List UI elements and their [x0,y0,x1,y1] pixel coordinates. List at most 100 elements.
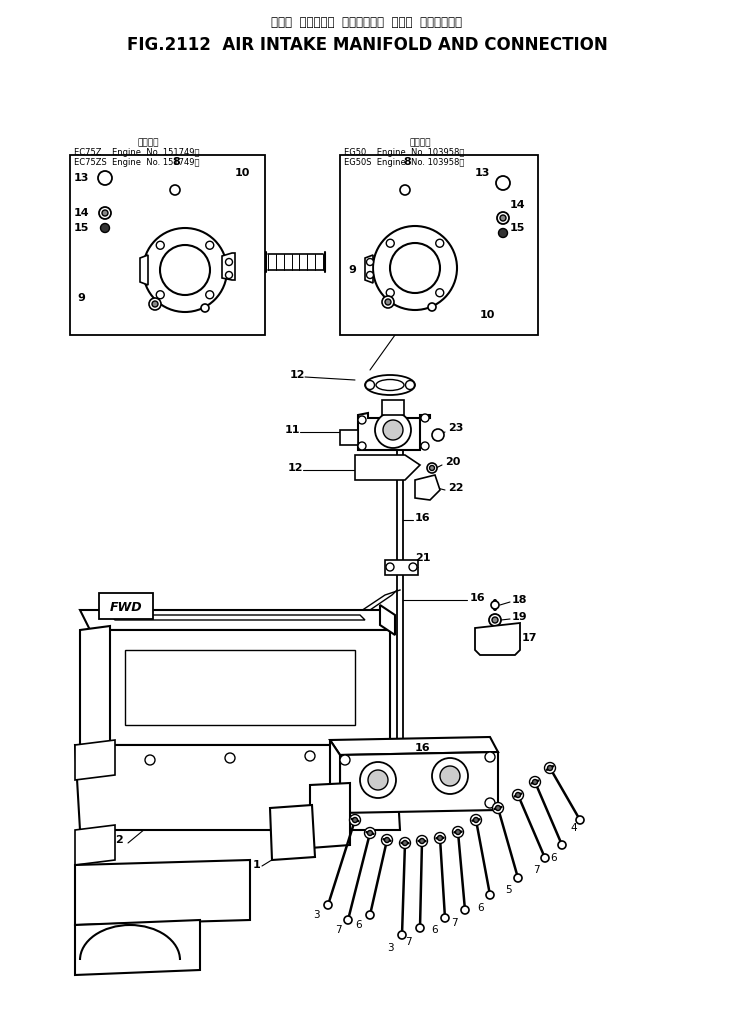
Circle shape [427,463,437,473]
Text: 11: 11 [285,425,301,435]
Polygon shape [358,413,430,450]
Circle shape [368,831,373,836]
Text: 1: 1 [253,860,261,870]
Polygon shape [310,783,350,848]
Polygon shape [380,605,395,635]
Circle shape [529,777,540,787]
Text: 5: 5 [505,885,512,895]
Circle shape [461,906,469,914]
Text: 6: 6 [431,925,437,935]
Circle shape [400,185,410,194]
Ellipse shape [365,375,415,395]
Text: EG50S  Engine  No. 103958～: EG50S Engine No. 103958～ [344,158,465,167]
Circle shape [398,931,406,939]
Circle shape [385,299,391,305]
Circle shape [576,816,584,824]
Circle shape [400,838,411,849]
Circle shape [429,466,434,470]
Text: EC75Z    Engine  No. 151749～: EC75Z Engine No. 151749～ [74,148,199,157]
Circle shape [387,239,394,247]
Circle shape [495,805,501,810]
Circle shape [157,291,164,299]
Circle shape [514,874,522,882]
Text: 14: 14 [510,200,526,210]
Circle shape [432,758,468,794]
Text: 8: 8 [403,157,411,167]
Circle shape [201,304,209,312]
Circle shape [226,271,232,279]
Polygon shape [75,741,115,780]
Bar [382,400,404,415]
Polygon shape [270,805,315,860]
Circle shape [226,258,232,265]
Polygon shape [222,253,235,280]
Circle shape [277,682,293,698]
Circle shape [386,563,394,571]
Text: 9: 9 [348,265,356,275]
Text: 10: 10 [480,310,495,320]
Circle shape [500,215,506,221]
Polygon shape [90,630,390,745]
Text: 22: 22 [448,483,464,493]
Circle shape [421,442,429,450]
Text: 4: 4 [570,823,577,833]
Text: 2: 2 [115,835,123,845]
Circle shape [365,828,376,839]
Text: 15: 15 [510,223,526,233]
Circle shape [387,289,394,297]
Polygon shape [340,430,358,445]
Circle shape [102,210,108,216]
Text: 適用号機: 適用号機 [409,138,431,147]
Bar [70,155,265,335]
Text: 23: 23 [448,423,463,433]
Circle shape [492,617,498,623]
Circle shape [344,916,352,924]
Text: 20: 20 [445,457,460,467]
Circle shape [470,814,481,826]
Circle shape [182,682,198,698]
Polygon shape [110,615,365,620]
Circle shape [406,381,415,390]
FancyBboxPatch shape [99,593,153,619]
Circle shape [390,243,440,293]
Circle shape [421,414,429,422]
Text: 12: 12 [290,370,306,380]
Circle shape [149,298,161,310]
Circle shape [265,670,305,710]
Circle shape [367,258,373,265]
Circle shape [365,381,375,390]
Bar [340,155,538,335]
Circle shape [373,226,457,310]
Circle shape [453,827,464,838]
Circle shape [403,841,407,846]
Circle shape [485,798,495,808]
Text: 15: 15 [74,223,90,233]
Text: 13: 13 [74,173,90,183]
Circle shape [358,442,366,450]
Polygon shape [415,475,440,500]
Circle shape [420,839,425,844]
Circle shape [384,838,390,843]
Text: 18: 18 [512,595,528,605]
Polygon shape [340,752,498,813]
Polygon shape [80,610,390,630]
Circle shape [558,841,566,849]
Circle shape [375,412,411,448]
Circle shape [498,229,507,237]
Text: 7: 7 [533,865,539,875]
Text: 16: 16 [415,743,431,753]
Text: 8: 8 [172,157,180,167]
Circle shape [417,836,428,847]
Polygon shape [80,626,110,745]
Text: 6: 6 [477,903,484,913]
Circle shape [381,835,392,846]
Circle shape [152,301,158,307]
Circle shape [512,789,523,800]
Text: 13: 13 [475,168,490,178]
Text: 6: 6 [550,853,556,863]
Text: FWD: FWD [110,601,143,614]
Text: EG50    Engine  No. 103958～: EG50 Engine No. 103958～ [344,148,465,157]
Text: 9: 9 [77,293,85,303]
Circle shape [545,763,556,774]
Bar [125,650,355,725]
